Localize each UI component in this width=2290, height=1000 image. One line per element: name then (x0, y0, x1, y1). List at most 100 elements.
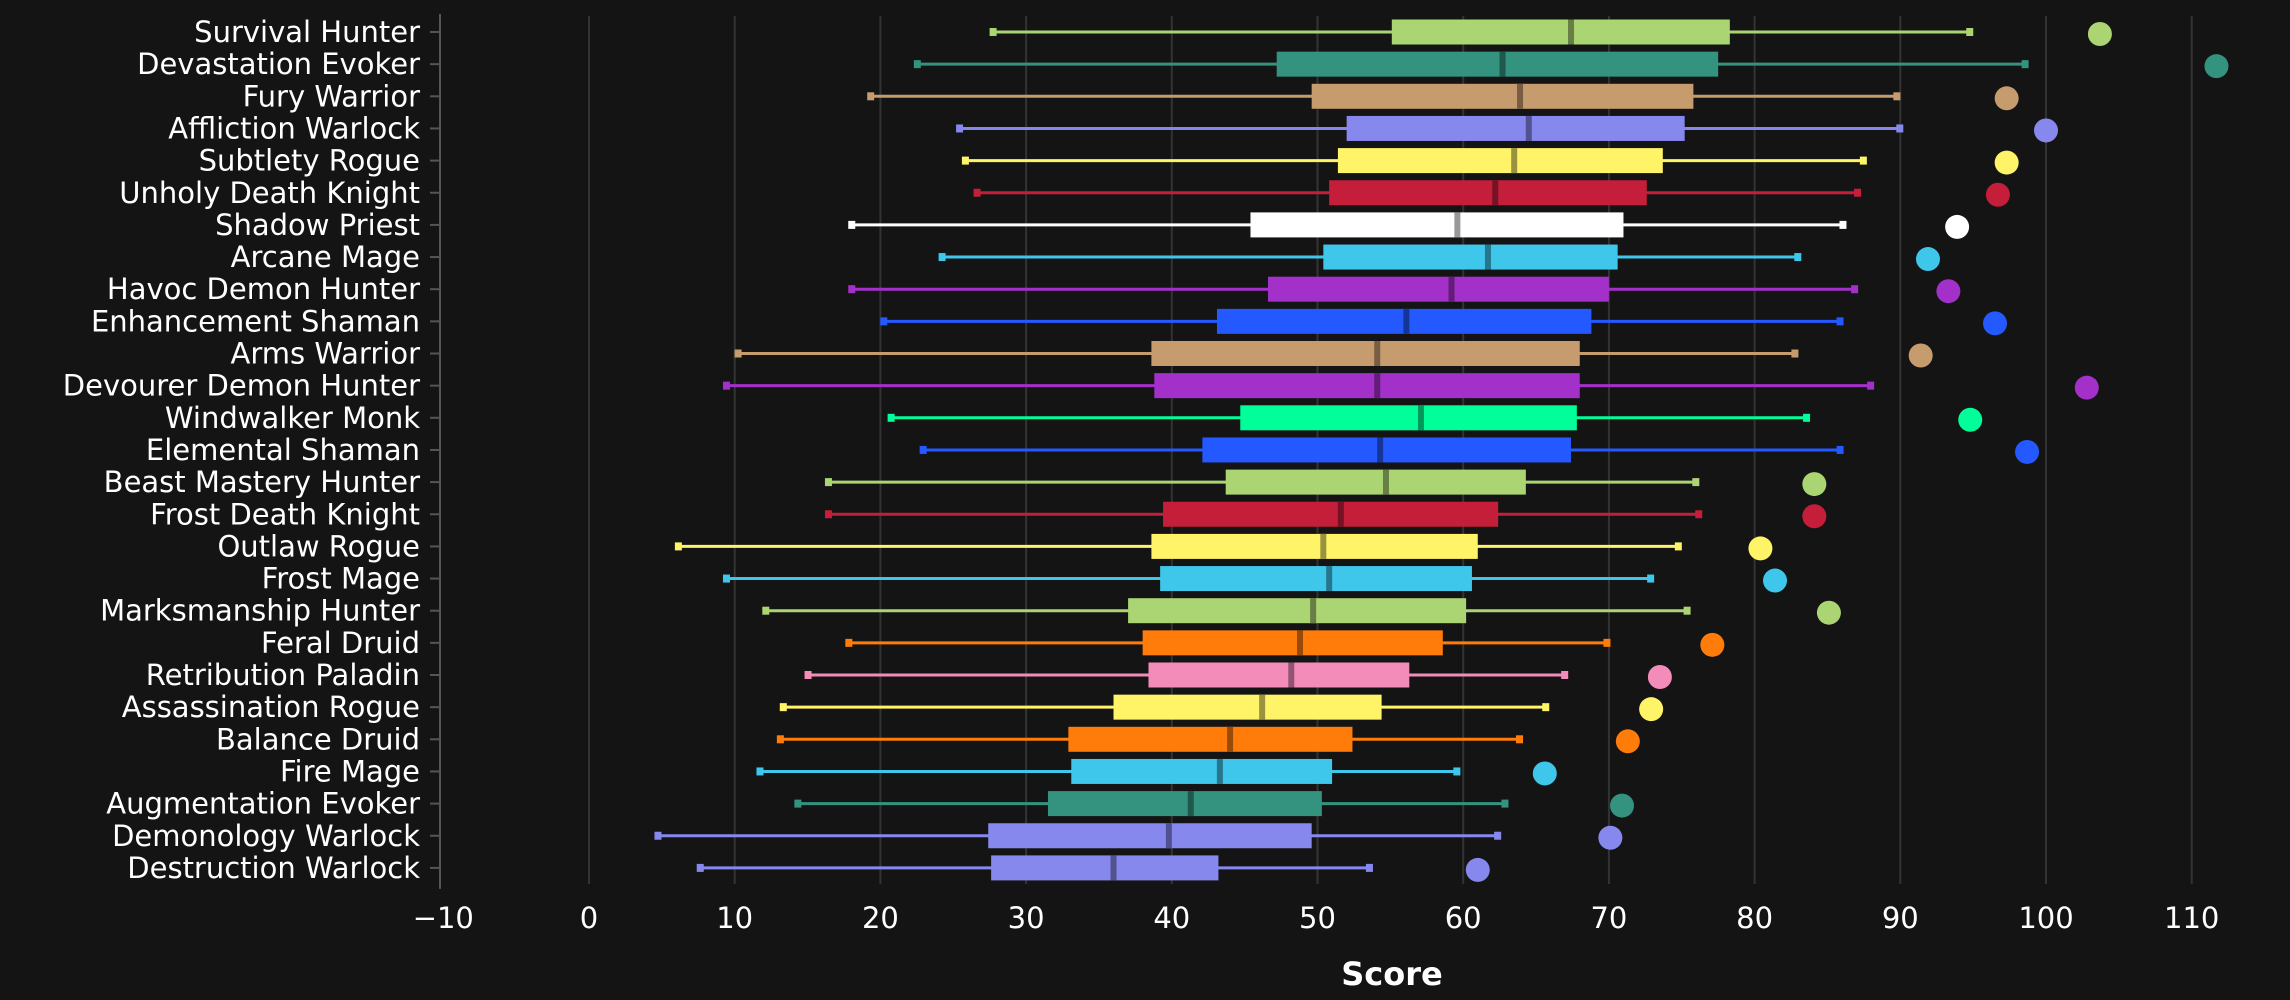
whisker-cap-min (848, 220, 856, 229)
x-tick-label: 30 (1008, 901, 1045, 935)
iqr-box (1329, 180, 1647, 206)
point-marker (1647, 665, 1672, 689)
median-mark (1499, 51, 1506, 77)
point-marker (1915, 247, 1940, 272)
box-row (756, 758, 1557, 786)
point-marker (1748, 536, 1773, 561)
whisker-cap-max (1692, 478, 1700, 487)
point-marker (1936, 279, 1961, 304)
whisker-cap-min (722, 381, 730, 390)
x-tick-label: 40 (1153, 901, 1190, 935)
point-marker (1762, 568, 1787, 593)
iqr-box (1154, 373, 1580, 399)
box-row (956, 115, 2058, 143)
box-row (722, 373, 2099, 400)
y-tick-label: Devastation Evoker (137, 47, 420, 81)
median-mark (1326, 566, 1333, 592)
median-mark (1374, 373, 1381, 399)
point-marker (1639, 697, 1664, 722)
point-marker (1908, 343, 1933, 368)
whisker-cap-min (779, 703, 787, 712)
whisker-cap-min (762, 606, 770, 615)
point-marker (1802, 472, 1827, 497)
whisker-cap-max (1494, 831, 1502, 840)
iqr-box (1391, 19, 1730, 45)
x-tick-label: −10 (413, 901, 474, 935)
median-mark (1382, 469, 1389, 495)
box-row (880, 308, 2008, 336)
y-tick-label: Havoc Demon Hunter (107, 272, 420, 306)
x-tick-label: 60 (1445, 901, 1482, 935)
whisker-cap-max (1365, 863, 1373, 872)
whisker-cap-min (938, 253, 946, 262)
median-mark (1165, 823, 1172, 849)
box-row (654, 823, 1623, 850)
point-marker (1615, 729, 1640, 754)
x-tick-label: 50 (1299, 901, 1336, 935)
whisker-cap-max (1695, 510, 1703, 519)
box-row (824, 501, 1827, 529)
whisker-cap-min (654, 831, 662, 840)
x-axis-label: Score (1341, 955, 1442, 993)
whisker-cap-max (1603, 638, 1611, 647)
median-mark (1288, 662, 1295, 688)
whisker-cap-min (848, 285, 856, 294)
whisker-cap-min (867, 92, 875, 101)
y-tick-label: Marksmanship Hunter (100, 594, 420, 628)
x-tick-label: 100 (2018, 901, 2073, 935)
iqr-box (1142, 630, 1443, 656)
box-row (804, 662, 1672, 689)
y-tick-label: Elemental Shaman (146, 433, 420, 467)
whisker-cap-max (1561, 671, 1569, 679)
point-marker (1958, 407, 1983, 432)
median-mark (1110, 855, 1117, 881)
y-tick-label: Windwalker Monk (165, 401, 420, 435)
box-row (779, 694, 1664, 722)
median-mark (1337, 501, 1344, 527)
y-tick-label: Unholy Death Knight (119, 176, 420, 210)
whisker-cap-max (1893, 92, 1901, 101)
whisker-cap-max (1836, 317, 1844, 326)
point-marker (1700, 632, 1725, 657)
whisker-cap-min (956, 124, 964, 133)
iqr-box (1240, 405, 1577, 431)
iqr-box (1071, 758, 1333, 784)
iqr-box (1047, 791, 1322, 817)
point-marker (2087, 22, 2112, 46)
x-tick-label: 90 (1882, 901, 1919, 935)
box-row (913, 51, 2229, 79)
box-row (845, 630, 1725, 657)
point-marker (2204, 54, 2229, 79)
point-marker (1610, 793, 1635, 818)
iqr-box (1068, 726, 1353, 752)
whisker-cap-min (776, 735, 784, 744)
point-marker (2015, 439, 2040, 464)
whisker-cap-max (1683, 606, 1691, 615)
y-tick-label: Assassination Rogue (122, 690, 420, 724)
median-mark (1216, 758, 1223, 784)
whisker-cap-max (1453, 767, 1461, 776)
point-marker (1985, 182, 2010, 207)
y-tick-label: Beast Mastery Hunter (104, 465, 420, 499)
x-tick-label: 0 (580, 901, 598, 935)
point-marker (2034, 118, 2058, 143)
point-marker (1994, 86, 2019, 111)
median-mark (1454, 212, 1461, 238)
whisker-cap-min (824, 478, 832, 487)
box-row (722, 566, 1787, 593)
median-mark (1374, 341, 1381, 366)
y-tick-label: Shadow Priest (215, 208, 420, 242)
point-marker (1994, 150, 2019, 175)
whisker-cap-max (2021, 60, 2029, 69)
point-marker (1983, 311, 2008, 336)
whisker-cap-max (1674, 542, 1682, 551)
y-tick-label: Affliction Warlock (168, 111, 420, 145)
iqr-box (1113, 694, 1382, 720)
median-mark (1417, 405, 1424, 431)
whisker-cap-max (1501, 799, 1509, 808)
whisker-cap-min (674, 542, 682, 551)
whisker-cap-max (1794, 253, 1802, 262)
box-row (794, 791, 1635, 818)
